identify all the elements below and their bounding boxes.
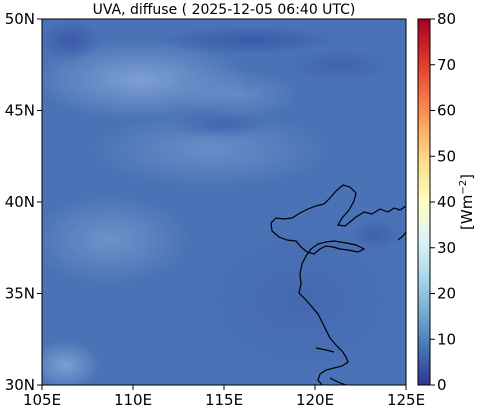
longitude-axis: 105E 110E 115E 120E 125E [23,385,425,409]
dark-region [42,20,100,60]
colorbar-label-base: [Wm [458,195,476,230]
lat-tick-label: 30N [5,376,35,394]
colorbar-label: [Wm−2] [458,174,476,230]
colorbar-tick-label: 70 [437,56,456,74]
colorbar-tick-label: 0 [437,376,447,394]
colorbar-tick-label: 30 [437,239,456,257]
dark-region [190,220,406,380]
dark-region [170,111,270,139]
lon-tick-label: 120E [296,391,334,409]
coastline [329,377,347,385]
colorbar-label-exponent: −2 [458,180,469,195]
colorbar-tick-label: 10 [437,330,456,348]
bright-region [90,112,330,188]
lat-tick-label: 50N [5,10,35,28]
lat-tick-label: 40N [5,193,35,211]
lat-tick-label: 45N [5,102,35,120]
colorbar-tick-label: 80 [437,10,456,28]
dark-region [350,220,400,250]
dark-region [160,26,340,54]
colorbar-tick-label: 50 [437,147,456,165]
coastline [270,184,406,385]
lon-tick-label: 110E [114,391,152,409]
colorbar-tick-label: 60 [437,102,456,120]
lat-tick-label: 35N [5,285,35,303]
colorbar-ticks: 0 10 20 30 40 50 60 70 80 [430,10,456,394]
map-title: UVA, diffuse ( 2025-12-05 06:40 UTC) [93,2,356,18]
bright-region [42,340,100,385]
colorbar-tick-label: 20 [437,285,456,303]
colorbar-label-end: ] [458,174,476,180]
latitude-axis: 30N 35N 40N 45N 50N [5,10,42,394]
colorbar-tick-label: 40 [437,193,456,211]
coastline [397,231,406,241]
lon-tick-label: 115E [205,391,243,409]
colorbar-gradient [418,19,430,385]
bright-region [42,195,190,285]
map-plot-area [42,19,406,385]
coastline [315,347,335,353]
dark-region [285,49,395,81]
bright-region [180,70,300,120]
lon-tick-label: 125E [387,391,425,409]
lon-tick-label: 105E [23,391,61,409]
colorbar: 0 10 20 30 40 50 60 70 80 [Wm−2] [417,10,476,394]
